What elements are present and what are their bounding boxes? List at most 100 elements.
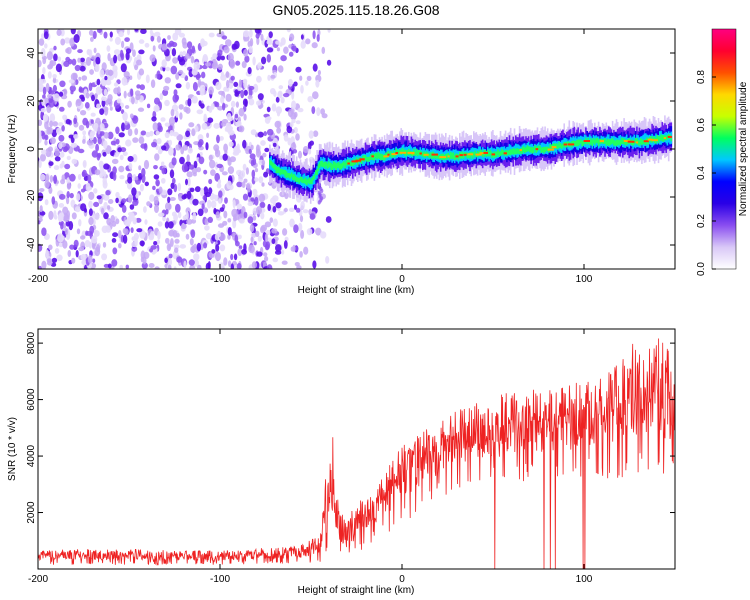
noise-blob — [73, 34, 80, 43]
ridge-peak — [627, 140, 632, 143]
noise-blob — [153, 195, 159, 205]
noise-blob — [249, 153, 256, 160]
noise-blob — [260, 224, 267, 232]
noise-blob — [151, 141, 157, 148]
noise-blob — [139, 240, 145, 247]
noise-blob — [222, 220, 228, 226]
ridge-core — [288, 173, 290, 178]
ridge-core — [531, 147, 534, 154]
noise-blob — [132, 49, 136, 57]
noise-blob — [96, 153, 101, 161]
noise-blob — [241, 181, 246, 189]
noise-blob — [131, 187, 137, 197]
noise-blob — [316, 34, 320, 42]
ridge-core — [638, 140, 641, 147]
noise-blob — [198, 139, 204, 146]
noise-blob — [168, 229, 175, 237]
noise-blob — [49, 120, 54, 128]
noise-blob — [178, 193, 184, 202]
noise-blob — [288, 51, 294, 57]
ridge-core — [474, 150, 476, 156]
noise-blob — [121, 76, 128, 86]
ridge-core — [515, 149, 517, 155]
ridge-core — [304, 177, 307, 185]
ridge-core — [364, 155, 367, 161]
noise-blob — [194, 186, 201, 193]
figure-title: GN05.2025.115.18.26.G08 — [272, 2, 439, 18]
noise-blob — [78, 86, 83, 93]
noise-blob — [259, 201, 266, 209]
noise-blob — [248, 148, 252, 155]
noise-blob — [219, 233, 226, 241]
noise-blob — [161, 43, 168, 51]
ridge-core — [532, 147, 535, 153]
noise-blob — [140, 29, 147, 34]
noise-blob — [57, 233, 64, 243]
noise-blob — [238, 107, 245, 117]
ridge-core — [273, 163, 275, 169]
ridge-core — [451, 153, 453, 159]
noise-blob — [49, 113, 56, 123]
ridge-core — [401, 147, 404, 153]
noise-blob — [129, 204, 135, 210]
noise-blob — [254, 196, 259, 206]
noise-blob — [121, 198, 127, 204]
noise-blob — [164, 99, 170, 107]
noise-blob — [270, 197, 276, 204]
noise-blob — [94, 246, 101, 257]
noise-blob — [158, 212, 165, 217]
noise-blob — [136, 59, 142, 66]
noise-blob — [227, 218, 232, 223]
noise-blob — [44, 139, 48, 146]
ridge-core — [295, 176, 298, 183]
noise-blob — [264, 233, 269, 243]
noise-blob — [80, 253, 87, 261]
noise-blob — [169, 197, 176, 201]
noise-blob — [292, 149, 298, 154]
noise-blob — [223, 143, 229, 153]
noise-blob — [168, 116, 176, 126]
noise-blob — [38, 59, 42, 68]
noise-blob — [242, 193, 249, 201]
ridge-core — [560, 144, 563, 149]
snr-x-tick-label: 0 — [399, 574, 405, 585]
noise-blob — [124, 105, 130, 109]
noise-blob — [196, 242, 202, 252]
ridge-core — [610, 138, 613, 145]
noise-blob — [172, 147, 176, 157]
noise-blob — [149, 54, 156, 62]
ridge-core — [572, 140, 574, 146]
noise-blob — [226, 79, 230, 89]
noise-blob — [223, 210, 228, 219]
noise-blob — [138, 68, 145, 76]
noise-blob — [48, 98, 55, 108]
noise-blob — [78, 124, 85, 131]
noise-blob — [177, 211, 182, 219]
noise-blob — [69, 244, 75, 250]
ridge-peak — [359, 158, 365, 161]
ridge-core — [397, 150, 400, 156]
noise-blob — [218, 190, 223, 198]
noise-blob — [312, 91, 319, 100]
noise-blob — [203, 116, 209, 123]
noise-blob — [119, 154, 124, 161]
ridge-peak — [447, 155, 450, 158]
noise-blob — [122, 234, 128, 244]
ridge-core — [665, 135, 667, 141]
ridge-peak — [567, 143, 575, 146]
noise-blob — [123, 71, 130, 79]
ridge-core — [660, 134, 662, 141]
noise-blob — [299, 215, 304, 223]
ridge-core — [661, 135, 664, 142]
noise-blob — [274, 120, 281, 128]
noise-blob — [101, 96, 108, 102]
ridge-core — [586, 139, 588, 145]
noise-blob — [156, 35, 161, 43]
noise-blob — [171, 48, 177, 57]
ridge-peak — [503, 152, 507, 155]
ridge-core — [326, 163, 329, 169]
noise-blob — [230, 253, 234, 261]
noise-blob — [233, 81, 239, 87]
noise-blob — [134, 128, 139, 136]
noise-blob — [185, 178, 188, 186]
